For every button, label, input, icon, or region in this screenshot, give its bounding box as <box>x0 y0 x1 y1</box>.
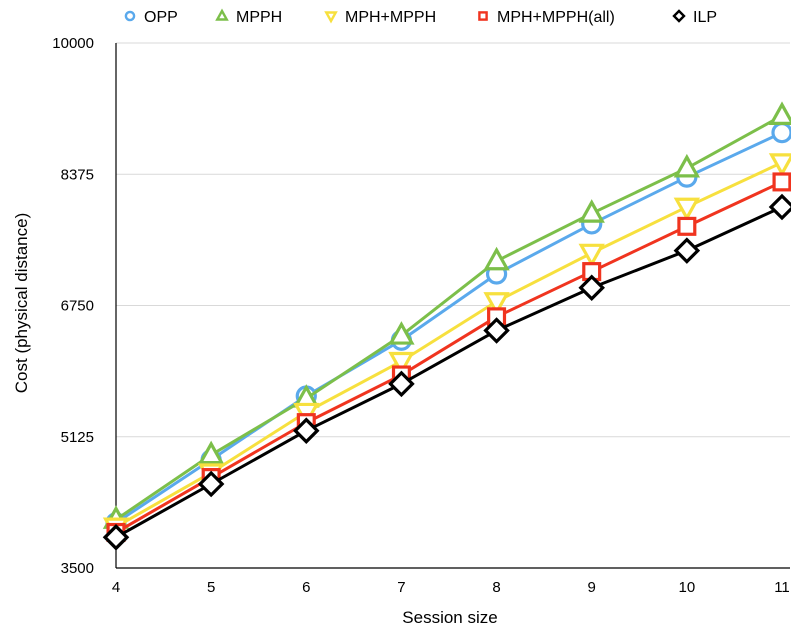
x-tick-label: 4 <box>112 579 120 596</box>
series-line <box>115 114 783 521</box>
series-ilp <box>102 193 791 551</box>
legend: OPP MPPH MPH+MPPH MPH+MPPH(all) ILP <box>124 8 717 26</box>
legend-marker <box>478 11 488 21</box>
data-point <box>483 317 510 344</box>
legend-item: MPH+MPPH(all) <box>478 9 615 26</box>
data-point <box>388 370 415 398</box>
x-tick-label: 11 <box>774 579 790 596</box>
data-point <box>578 243 605 268</box>
x-tick-label: 8 <box>492 579 500 596</box>
legend-label: ILP <box>693 9 717 26</box>
x-tick-label: 5 <box>207 579 215 596</box>
x-tick-label: 6 <box>302 579 310 596</box>
axes: 3500 5125 6750 8375 10000 4 5 6 7 8 9 10 11 <box>52 35 790 596</box>
data-point <box>768 193 791 221</box>
x-tick-label: 7 <box>397 579 405 596</box>
data-point <box>197 470 225 498</box>
data-point <box>483 292 510 316</box>
legend-item: OPP <box>124 9 178 26</box>
series-line <box>115 205 783 539</box>
legend-item: MPH+MPPH <box>324 9 436 26</box>
data-point <box>293 417 320 444</box>
data-point <box>673 197 701 222</box>
data-point <box>677 216 697 236</box>
x-tick-label: 9 <box>588 579 596 596</box>
legend-marker <box>215 8 229 21</box>
legend-marker <box>124 10 136 22</box>
series-line <box>115 131 783 525</box>
legend-item: MPPH <box>215 8 282 26</box>
y-axis-title: Cost (physical distance) <box>12 213 31 393</box>
y-tick-label: 10000 <box>52 35 94 52</box>
legend-marker <box>324 11 338 24</box>
data-point <box>768 153 791 177</box>
legend-marker <box>672 9 686 23</box>
legend-label: MPPH <box>236 9 282 26</box>
x-tick-label: 10 <box>679 579 696 596</box>
y-tick-label: 5125 <box>61 429 94 446</box>
data-point <box>483 246 510 271</box>
y-tick-label: 6750 <box>61 298 94 315</box>
legend-label: MPH+MPPH(all) <box>497 9 615 26</box>
data-point <box>197 440 225 465</box>
legend-item: ILP <box>672 9 717 26</box>
series-layer <box>102 101 791 551</box>
series-line <box>115 180 783 534</box>
legend-label: MPH+MPPH <box>345 9 436 26</box>
data-point <box>771 122 791 144</box>
data-point <box>102 524 130 551</box>
data-point <box>673 153 701 178</box>
data-point <box>768 101 791 125</box>
data-point <box>772 172 791 192</box>
data-point <box>578 199 605 223</box>
data-point <box>673 237 701 264</box>
grid <box>116 42 790 438</box>
y-tick-label: 8375 <box>61 166 94 183</box>
x-axis-title: Session size <box>402 608 497 627</box>
y-tick-label: 3500 <box>61 560 94 577</box>
data-point <box>388 351 415 376</box>
series-line <box>115 161 783 529</box>
legend-label: OPP <box>144 9 178 26</box>
data-point <box>388 321 415 345</box>
data-point <box>578 274 605 301</box>
